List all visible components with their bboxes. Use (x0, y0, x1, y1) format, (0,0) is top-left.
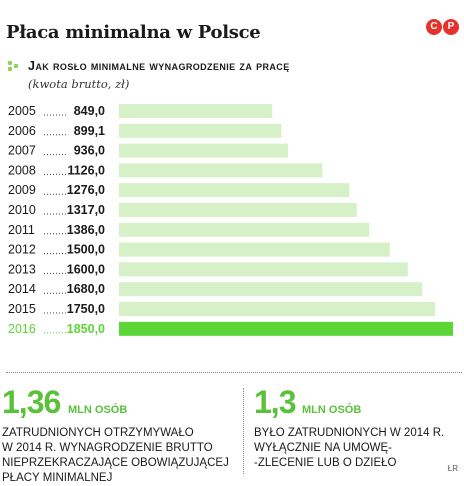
stat-2-unit: MLN OSÓB (302, 404, 362, 416)
unit-note: (kwota brutto, zł) (28, 77, 130, 91)
value-label: 1126,0 (67, 163, 105, 177)
value-label: 1500,0 (67, 243, 105, 257)
stat-1-unit: MLN OSÓB (68, 404, 128, 416)
bar (119, 203, 357, 217)
stat-2-number: 1,3 (254, 384, 296, 420)
year-label: 2012 (8, 243, 36, 257)
bar (119, 321, 453, 336)
value-label: 1386,0 (67, 223, 105, 237)
stat-2-line: -zlecenie lub o dzieło (254, 457, 397, 469)
stat-2-line: wyłącznie na umowę- (254, 442, 393, 454)
bullet-icon (8, 61, 19, 72)
stat-1-line: nieprzekraczające obowiązującej (2, 457, 229, 469)
year-label: 2006 (8, 124, 36, 138)
stat-1-description: zatrudnionych otrzymywało w 2014 r. wyna… (2, 426, 229, 486)
value-label: 1850,0 (67, 322, 105, 336)
bar (119, 302, 435, 316)
year-label: 2007 (8, 144, 36, 158)
value-label: 899,1 (74, 124, 105, 138)
bar (119, 262, 408, 277)
value-label: 1600,0 (67, 262, 105, 276)
bar (119, 163, 323, 178)
stat-1-line: zatrudnionych otrzymywało (2, 427, 194, 439)
year-label: 2011 (8, 223, 35, 237)
value-label: 849,0 (74, 104, 105, 118)
bar (119, 282, 423, 297)
value-label: 1276,0 (67, 183, 105, 197)
stat-2-description: było zatrudnionych w 2014 r. wyłącznie n… (254, 426, 444, 471)
stats-divider (243, 388, 244, 474)
year-label: 2008 (8, 163, 36, 177)
logo-circle-p: P (443, 19, 459, 35)
value-label: 1680,0 (67, 282, 105, 296)
bar (119, 183, 350, 198)
author-credit: ŁR (447, 464, 458, 473)
logo-circle-c: C (426, 19, 442, 35)
chart-subtitle: Jak rosło minimalne wynagrodzenie za pra… (28, 59, 290, 73)
year-label: 2016 (8, 322, 36, 336)
bar (119, 123, 282, 138)
value-label: 936,0 (74, 144, 105, 158)
bar (119, 222, 370, 237)
section-divider (6, 372, 462, 373)
bar (119, 242, 390, 257)
value-label: 1317,0 (67, 203, 105, 217)
stat-1-line: w 2014 r. wynagrodzenie brutto (2, 442, 213, 454)
stat-2-line: było zatrudnionych w 2014 r. (254, 427, 445, 439)
year-label: 2005 (8, 104, 36, 118)
stat-1-number: 1,36 (2, 384, 61, 420)
stat-1-line: płacy minimalnej (2, 472, 113, 484)
year-label: 2015 (8, 302, 36, 316)
chart-title: Płaca minimalna w Polsce (6, 22, 261, 43)
year-label: 2009 (8, 183, 36, 197)
value-label: 1750,0 (67, 302, 105, 316)
bar (119, 143, 288, 158)
bar (119, 104, 273, 118)
bar-chart: 2005 849,0 2006 899,1 2007 936,0 2008 1126,0 200… (8, 104, 453, 336)
year-label: 2010 (8, 203, 36, 217)
year-label: 2013 (8, 262, 36, 276)
year-label: 2014 (8, 282, 36, 296)
